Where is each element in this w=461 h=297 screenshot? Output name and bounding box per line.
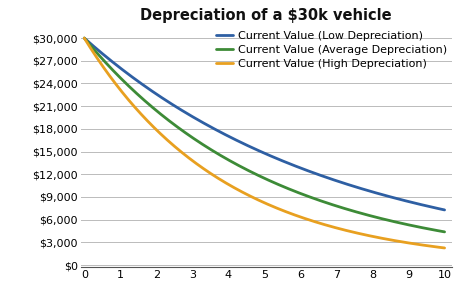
Current Value (High Depreciation) bbox=[82, 36, 87, 40]
Current Value (Low Depreciation) bbox=[343, 182, 349, 186]
Current Value (Average Depreciation) bbox=[224, 157, 230, 161]
Current Value (High Depreciation) bbox=[342, 228, 347, 232]
Current Value (Low Depreciation) bbox=[224, 134, 230, 137]
Current Value (Low Depreciation) bbox=[82, 36, 87, 40]
Current Value (High Depreciation) bbox=[343, 229, 349, 232]
Current Value (Average Depreciation) bbox=[342, 207, 347, 210]
Legend: Current Value (Low Depreciation), Current Value (Average Depreciation), Current : Current Value (Low Depreciation), Curren… bbox=[214, 29, 449, 72]
Current Value (High Depreciation) bbox=[308, 219, 313, 222]
Current Value (Average Depreciation) bbox=[82, 36, 87, 40]
Current Value (Average Depreciation) bbox=[442, 230, 447, 234]
Current Value (Average Depreciation) bbox=[308, 196, 313, 199]
Current Value (Low Depreciation) bbox=[442, 208, 447, 212]
Current Value (High Depreciation) bbox=[442, 246, 447, 250]
Current Value (Low Depreciation) bbox=[342, 181, 347, 185]
Current Value (Average Depreciation) bbox=[125, 83, 130, 87]
Current Value (Low Depreciation) bbox=[308, 170, 313, 174]
Line: Current Value (Average Depreciation): Current Value (Average Depreciation) bbox=[84, 38, 444, 232]
Current Value (Average Depreciation) bbox=[199, 142, 204, 146]
Current Value (Low Depreciation) bbox=[125, 72, 130, 75]
Line: Current Value (Low Depreciation): Current Value (Low Depreciation) bbox=[84, 38, 444, 210]
Current Value (Average Depreciation) bbox=[343, 207, 349, 211]
Current Value (Low Depreciation) bbox=[199, 120, 204, 124]
Line: Current Value (High Depreciation): Current Value (High Depreciation) bbox=[84, 38, 444, 248]
Title: Depreciation of a $30k vehicle: Depreciation of a $30k vehicle bbox=[141, 8, 392, 23]
Current Value (High Depreciation) bbox=[199, 165, 204, 169]
Current Value (High Depreciation) bbox=[125, 97, 130, 101]
Current Value (High Depreciation) bbox=[224, 182, 230, 185]
